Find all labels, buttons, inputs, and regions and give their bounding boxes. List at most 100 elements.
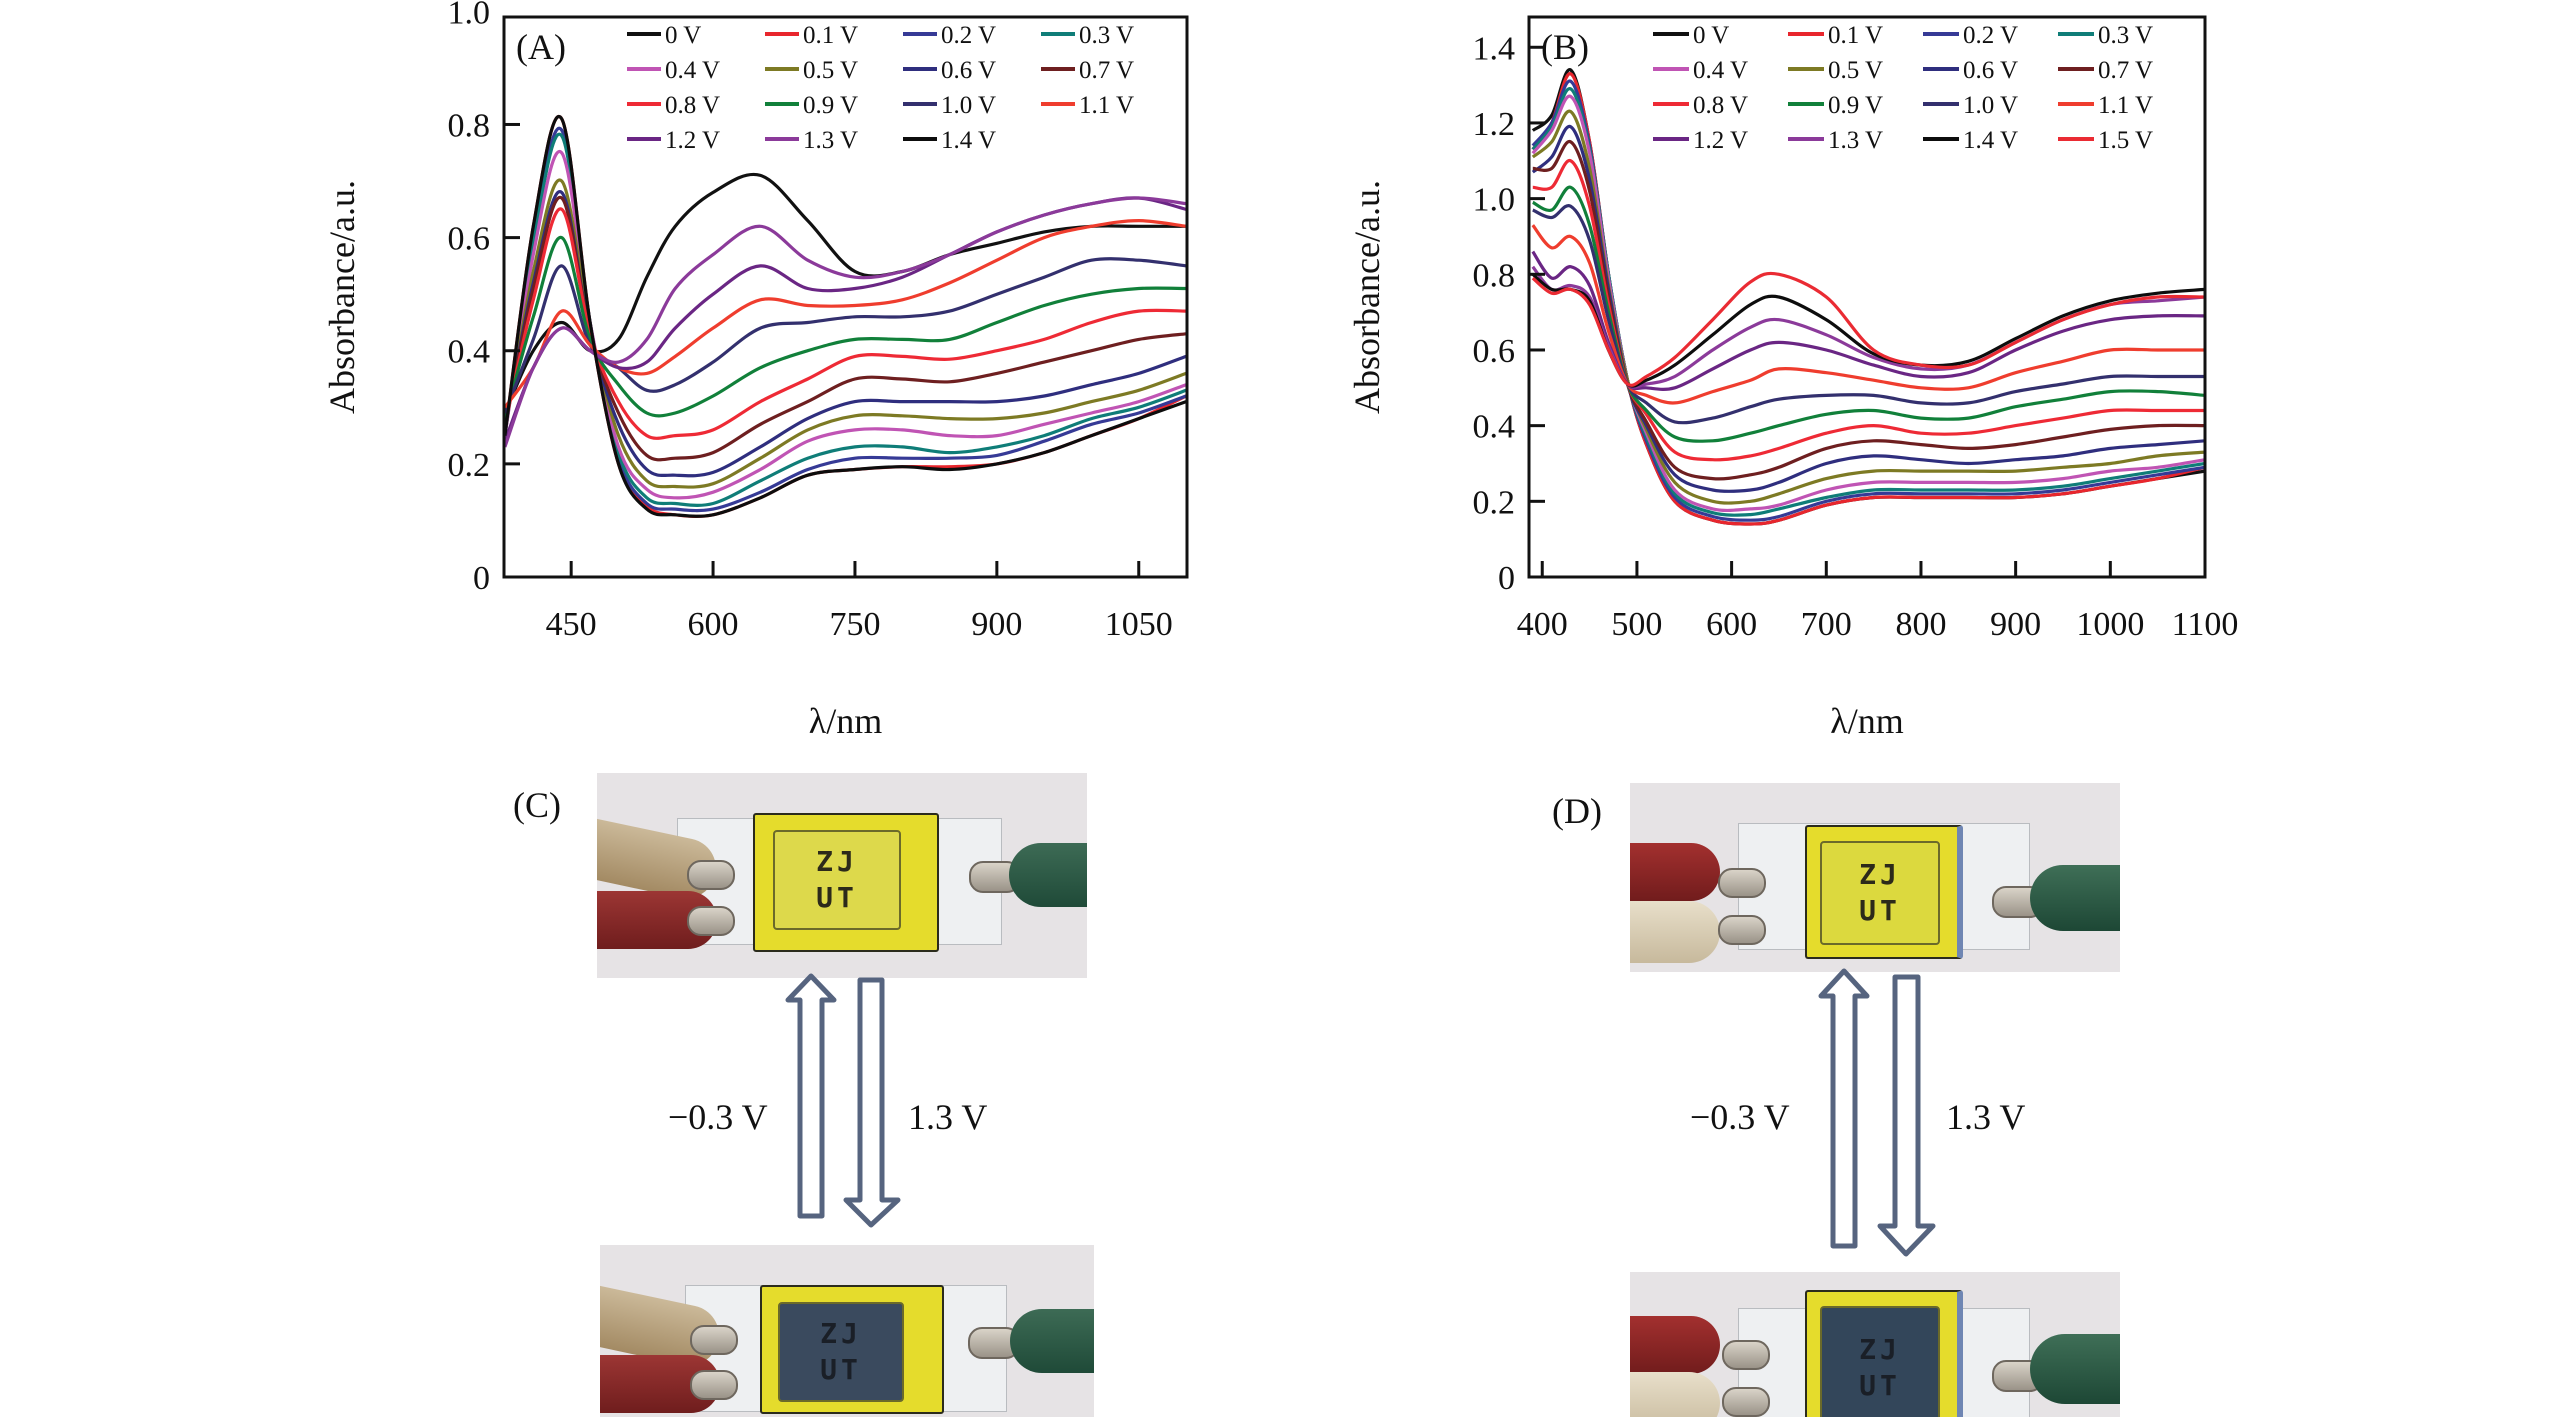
legend-label: 0.4 V bbox=[1693, 57, 1748, 84]
y-axis-title: Absorbance/a.u. bbox=[322, 180, 362, 414]
legend-label: 0.5 V bbox=[1828, 57, 1883, 84]
x-tick-label: 500 bbox=[1611, 606, 1662, 643]
x-tick-label: 750 bbox=[829, 606, 880, 643]
device-window: ZJ UT bbox=[778, 1302, 904, 1402]
x-tick-label: 900 bbox=[971, 606, 1022, 643]
series-line-0-4-V bbox=[1531, 94, 2205, 513]
clip-pin bbox=[1718, 868, 1766, 898]
legend-label: 0.7 V bbox=[2098, 57, 2153, 84]
device-window: ZJ UT bbox=[1820, 1306, 1940, 1417]
x-tick-label: 600 bbox=[1706, 606, 1757, 643]
x-tick-label: 1050 bbox=[1105, 606, 1173, 643]
series-line-0-9-V bbox=[1532, 185, 2205, 443]
plot-frame bbox=[1527, 15, 2207, 579]
legend-label: 0.2 V bbox=[1963, 22, 2018, 49]
y-tick-label: 0.6 bbox=[1473, 333, 1516, 370]
y-tick-label: 0.8 bbox=[1473, 257, 1516, 294]
legend-label: 0.1 V bbox=[1828, 22, 1883, 49]
legend-label: 0.8 V bbox=[1693, 92, 1748, 119]
series-line-0-7-V bbox=[1532, 140, 2205, 481]
series-line-1-3-V bbox=[504, 196, 1187, 448]
y-tick-label: 0.6 bbox=[448, 221, 491, 258]
legend-label: 0.1 V bbox=[803, 22, 858, 49]
panel-label-c: (C) bbox=[513, 785, 561, 825]
photo-d-bleached: ZJ UT bbox=[1630, 1272, 2120, 1417]
legend-label: 0.2 V bbox=[941, 22, 996, 49]
arrow-label-up-c: −0.3 V bbox=[668, 1097, 768, 1137]
x-axis-title: λ/nm bbox=[1830, 701, 1903, 741]
legend-label: 1.5 V bbox=[2098, 127, 2153, 154]
y-tick-label: 0.2 bbox=[448, 447, 491, 484]
legend-label: 0.6 V bbox=[941, 57, 996, 84]
y-tick-label: 0 bbox=[1498, 560, 1515, 597]
series-line-0-9-V bbox=[504, 236, 1187, 420]
legend-label: 1.0 V bbox=[941, 92, 996, 119]
photo-c-colored: ZJ UT bbox=[597, 773, 1087, 978]
panel-label: (B) bbox=[1541, 27, 1589, 67]
legend-label: 1.3 V bbox=[803, 127, 858, 154]
down-arrow-icon-d bbox=[1877, 974, 1936, 1257]
y-tick-label: 1.0 bbox=[1473, 182, 1516, 219]
y-tick-label: 0.2 bbox=[1473, 484, 1516, 521]
chart-a: 450 600 750 900 1050 0 0.2 0.4 0.6 0.8 1.0 λ/nm Abso… bbox=[322, 0, 1189, 741]
legend-label: 0.9 V bbox=[1828, 92, 1883, 119]
series-line-1-5-V bbox=[1531, 271, 2205, 387]
series-line-1-1-V bbox=[1531, 224, 2205, 405]
series-line-1-2-V bbox=[1531, 250, 2205, 391]
clip-pin bbox=[1718, 915, 1766, 945]
clip-pin bbox=[687, 906, 735, 936]
alligator-clip-green bbox=[2030, 1334, 2120, 1404]
x-tick-label: 400 bbox=[1517, 606, 1568, 643]
y-axis-title: Absorbance/a.u. bbox=[1347, 180, 1387, 414]
device-text-line-2: UT bbox=[820, 1353, 862, 1386]
y-tick-label: 1.0 bbox=[448, 0, 491, 31]
arrow-label-up-d: −0.3 V bbox=[1690, 1097, 1790, 1137]
series-group bbox=[504, 114, 1187, 518]
legend-label: 0 V bbox=[1693, 22, 1729, 49]
plot-frame bbox=[502, 15, 1189, 579]
series-line-0-5-V bbox=[1531, 109, 2205, 505]
legend-label: 1.4 V bbox=[1963, 127, 2018, 154]
legend-label: 1.2 V bbox=[1693, 127, 1748, 154]
alligator-clip-green bbox=[1010, 1309, 1094, 1373]
up-arrow-icon-c bbox=[785, 973, 837, 1219]
down-arrow-icon-c bbox=[843, 977, 901, 1228]
photo-d-colored: ZJ UT bbox=[1630, 783, 2120, 972]
clip-pin bbox=[687, 860, 735, 890]
series-line-1-1-V bbox=[504, 218, 1187, 409]
device-text-line-2: UT bbox=[816, 881, 858, 914]
series-line-0-4-V bbox=[504, 149, 1187, 500]
legend-label: 0.6 V bbox=[1963, 57, 2018, 84]
x-tick-label: 900 bbox=[1990, 606, 2041, 643]
series-line-0-2-V bbox=[504, 126, 1187, 513]
series-line-0-8-V bbox=[504, 207, 1187, 440]
clip-pin bbox=[1722, 1387, 1770, 1417]
series-line-0-5-V bbox=[504, 178, 1187, 489]
chart-b: 400 500 600 700 800 900 1000 1100 0 0.2 0.4 0.6 0.8 1… bbox=[1347, 15, 2239, 741]
legend-label: 0.9 V bbox=[803, 92, 858, 119]
clip-pin bbox=[690, 1325, 738, 1355]
series-line-1-0-V bbox=[504, 257, 1187, 414]
legend-label: 1.2 V bbox=[665, 127, 720, 154]
panel-label: (A) bbox=[516, 27, 566, 67]
x-axis-title: λ/nm bbox=[809, 701, 882, 741]
x-tick-label: 1100 bbox=[2172, 606, 2239, 643]
device-text-line-1: ZJ bbox=[1859, 858, 1901, 891]
legend-label: 0.5 V bbox=[803, 57, 858, 84]
alligator-clip-beige bbox=[1630, 1372, 1720, 1417]
panel-label-d: (D) bbox=[1552, 791, 1602, 831]
y-tick-label: 0.4 bbox=[448, 334, 491, 371]
device-window: ZJ UT bbox=[1820, 841, 1940, 945]
series-line-1-4-V bbox=[504, 114, 1187, 518]
series-line-1-3-V bbox=[1531, 265, 2205, 389]
arrow-label-down-c: 1.3 V bbox=[908, 1097, 988, 1137]
device-text-line-1: ZJ bbox=[1859, 1333, 1901, 1366]
x-tick-label: 600 bbox=[688, 606, 739, 643]
y-tick-label: 0 bbox=[473, 560, 490, 597]
arrow-label-down-d: 1.3 V bbox=[1946, 1097, 2026, 1137]
legend-label: 1.1 V bbox=[1079, 92, 1134, 119]
y-tick-label: 0.8 bbox=[448, 107, 491, 144]
legend-label: 1.4 V bbox=[941, 127, 996, 154]
legend-label: 1.3 V bbox=[1828, 127, 1883, 154]
series-group bbox=[1531, 68, 2205, 526]
